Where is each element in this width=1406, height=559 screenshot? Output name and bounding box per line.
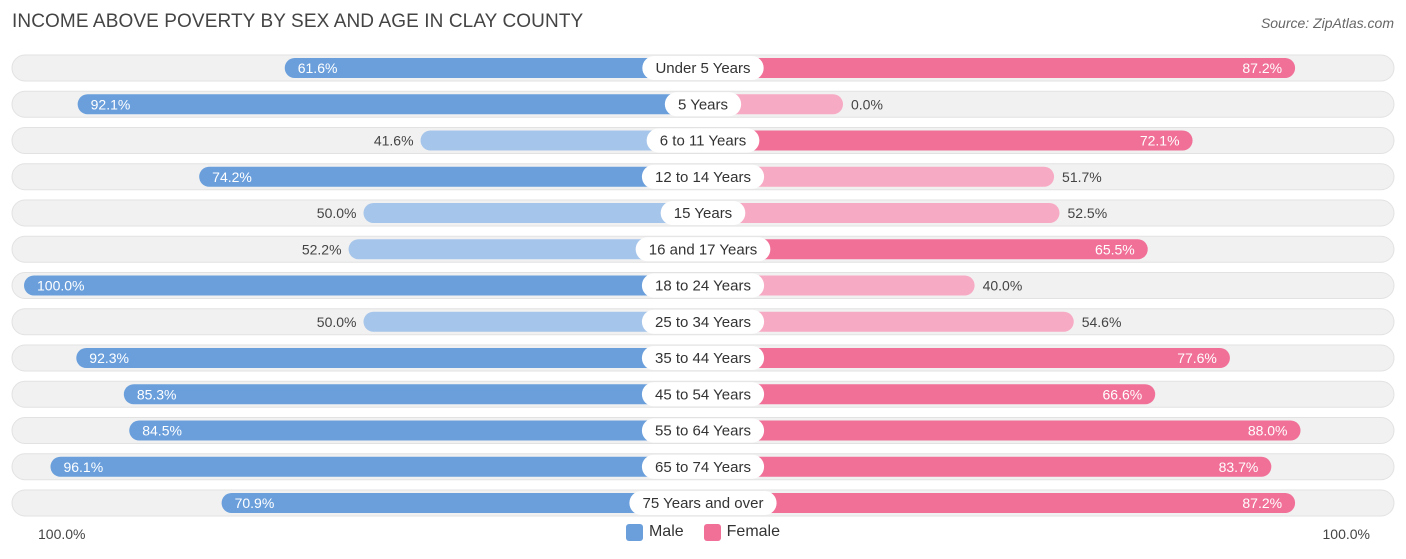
female-value-label: 65.5%	[1095, 241, 1135, 257]
category-pill	[641, 382, 765, 407]
chart-title: INCOME ABOVE POVERTY BY SEX AND AGE IN C…	[12, 11, 584, 32]
category-label: 6 to 11 Years	[660, 133, 746, 150]
female-bar	[703, 166, 1055, 187]
male-value-label: 92.3%	[89, 350, 129, 366]
female-bar	[703, 58, 1296, 78]
male-bar	[221, 493, 704, 513]
male-bar	[363, 311, 703, 332]
category-pill	[641, 418, 765, 443]
male-value-label: 50.0%	[317, 205, 357, 221]
female-bar	[703, 456, 1272, 477]
male-value-label: 85.3%	[137, 386, 177, 402]
legend-label-female: Female	[726, 523, 781, 540]
category-pill	[664, 92, 742, 117]
category-pill	[641, 454, 765, 479]
male-bar	[50, 456, 703, 477]
male-bar	[348, 239, 703, 260]
male-bar	[129, 420, 703, 441]
male-value-label: 96.1%	[63, 459, 103, 475]
category-label: 15 Years	[674, 205, 732, 222]
male-value-label: 100.0%	[37, 278, 84, 294]
male-bar	[363, 203, 703, 223]
female-bar	[703, 203, 1060, 223]
category-label: 65 to 74 Years	[655, 459, 751, 476]
female-value-label: 54.6%	[1082, 314, 1122, 330]
category-label: 75 Years and over	[643, 495, 764, 512]
female-bar	[703, 420, 1301, 441]
male-value-label: 61.6%	[298, 60, 338, 76]
category-pill	[641, 164, 765, 189]
female-value-label: 87.2%	[1242, 60, 1282, 76]
male-bar	[284, 58, 703, 78]
category-pill	[646, 128, 760, 153]
category-label: 18 to 24 Years	[655, 278, 751, 295]
female-bar	[703, 384, 1156, 405]
male-value-label: 70.9%	[235, 495, 275, 511]
category-pill	[635, 237, 771, 262]
category-pill	[629, 491, 777, 515]
female-bar	[703, 493, 1296, 513]
category-label: 16 and 17 Years	[649, 241, 757, 258]
female-value-label: 66.6%	[1103, 386, 1143, 402]
female-value-label: 40.0%	[983, 278, 1023, 294]
legend-swatch-female	[703, 523, 721, 541]
female-value-label: 72.1%	[1140, 133, 1180, 149]
category-pill	[641, 346, 765, 370]
axis-left-label: 100.0%	[38, 526, 86, 542]
male-bar	[123, 384, 704, 405]
female-value-label: 52.5%	[1067, 205, 1107, 221]
male-value-label: 52.2%	[302, 241, 342, 257]
category-label: 25 to 34 Years	[655, 314, 751, 331]
female-value-label: 51.7%	[1062, 169, 1102, 185]
diverging-bar-chart: Under 5 Years 61.6% 87.2% 5 Years 92.1% 0.0% 6…	[11, 54, 1395, 517]
male-value-label: 74.2%	[212, 169, 252, 185]
male-value-label: 50.0%	[317, 314, 357, 330]
female-bar	[703, 311, 1074, 332]
category-label: 35 to 44 Years	[655, 350, 751, 367]
category-label: 55 to 64 Years	[655, 423, 751, 440]
female-value-label: 0.0%	[851, 96, 883, 112]
male-value-label: 41.6%	[374, 133, 414, 149]
category-label: Under 5 Years	[655, 60, 750, 77]
female-bar	[703, 348, 1230, 368]
male-value-label: 92.1%	[91, 96, 131, 112]
legend-label-male: Male	[648, 523, 684, 540]
category-pill	[641, 273, 765, 298]
category-pill	[642, 56, 764, 80]
female-bar	[703, 275, 975, 296]
male-bar	[420, 130, 703, 151]
female-value-label: 83.7%	[1219, 459, 1259, 475]
legend-swatch-male	[625, 523, 643, 541]
male-value-label: 84.5%	[142, 423, 182, 439]
female-value-label: 87.2%	[1242, 495, 1282, 511]
female-value-label: 88.0%	[1248, 423, 1288, 439]
male-bar	[77, 94, 704, 115]
source-credit: Source: ZipAtlas.com	[1260, 15, 1394, 31]
male-bar	[76, 348, 703, 368]
legend-item-male: Male	[625, 523, 684, 541]
axis-right-label: 100.0%	[1322, 526, 1370, 542]
legend-item-female: Female	[703, 523, 781, 541]
male-bar	[199, 166, 703, 187]
male-bar	[24, 275, 703, 296]
female-bar	[703, 239, 1148, 260]
category-label: 45 to 54 Years	[655, 386, 751, 403]
female-bar	[703, 130, 1193, 151]
category-label: 5 Years	[678, 96, 728, 113]
category-pill	[660, 201, 746, 225]
category-pill	[641, 309, 765, 334]
female-value-label: 77.6%	[1177, 350, 1217, 366]
legend: Male Female	[0, 523, 1406, 541]
category-label: 12 to 14 Years	[655, 169, 751, 186]
